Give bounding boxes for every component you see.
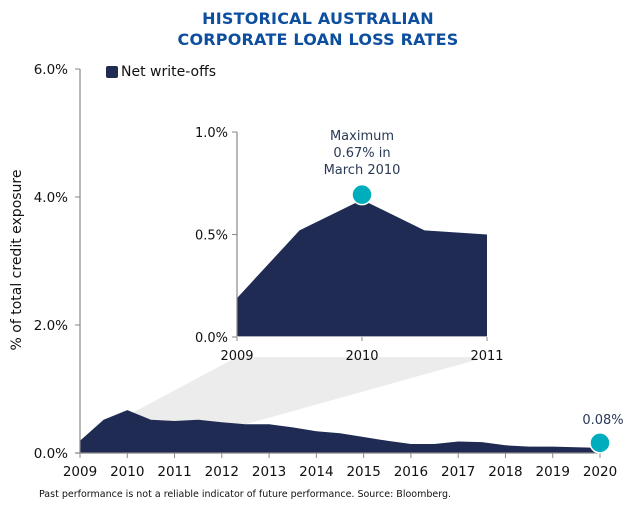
legend-swatch-net-write-offs (106, 66, 118, 78)
x-tick-label: 2015 (346, 464, 380, 480)
chart-title-line-1: HISTORICAL AUSTRALIAN (202, 9, 434, 28)
inset-y-tick-label: 0.5% (195, 229, 228, 244)
y-tick-label: 6.0% (34, 62, 68, 78)
inset-y-tick-label: 1.0% (195, 126, 228, 141)
legend-label-net-write-offs: Net write-offs (121, 64, 217, 80)
zoom-connector-wedge (80, 357, 487, 441)
y-axis-label: % of total credit exposure (9, 169, 25, 351)
y-tick-label: 0.0% (34, 446, 68, 462)
area-net-write-offs (80, 410, 600, 453)
x-tick-label: 2019 (536, 464, 570, 480)
inset-x-tick-label: 2011 (470, 349, 503, 364)
inset-x-tick-label: 2009 (220, 349, 253, 364)
inset-y-tick-label: 0.0% (195, 331, 228, 346)
x-tick-label: 2020 (583, 464, 617, 480)
x-tick-label: 2016 (394, 464, 428, 480)
x-tick-label: 2009 (63, 464, 97, 480)
x-tick-label: 2012 (205, 464, 239, 480)
x-tick-label: 2010 (110, 464, 144, 480)
inset-area-net-write-offs (237, 199, 487, 337)
inset-x-tick-label: 2010 (345, 349, 378, 364)
x-tick-label: 2011 (157, 464, 191, 480)
annotation-maximum-line: March 2010 (324, 163, 401, 178)
x-tick-label: 2014 (299, 464, 333, 480)
chart-title-line-2: CORPORATE LOAN LOSS RATES (177, 30, 459, 49)
annotation-maximum-line: Maximum (330, 129, 394, 144)
chart-title: HISTORICAL AUSTRALIAN CORPORATE LOAN LOS… (0, 8, 636, 50)
x-tick-label: 2013 (252, 464, 286, 480)
marker-latest-value (589, 432, 611, 454)
footnote: Past performance is not a reliable indic… (39, 489, 451, 500)
annotation-maximum-line: 0.67% in (333, 146, 390, 161)
x-tick-label: 2018 (488, 464, 522, 480)
marker-maximum (351, 183, 373, 206)
y-tick-label: 2.0% (34, 318, 68, 334)
y-tick-label: 4.0% (34, 190, 68, 206)
x-tick-label: 2017 (441, 464, 475, 480)
annotation-latest-value: 0.08% (582, 413, 623, 428)
legend: Net write-offs (106, 64, 216, 80)
